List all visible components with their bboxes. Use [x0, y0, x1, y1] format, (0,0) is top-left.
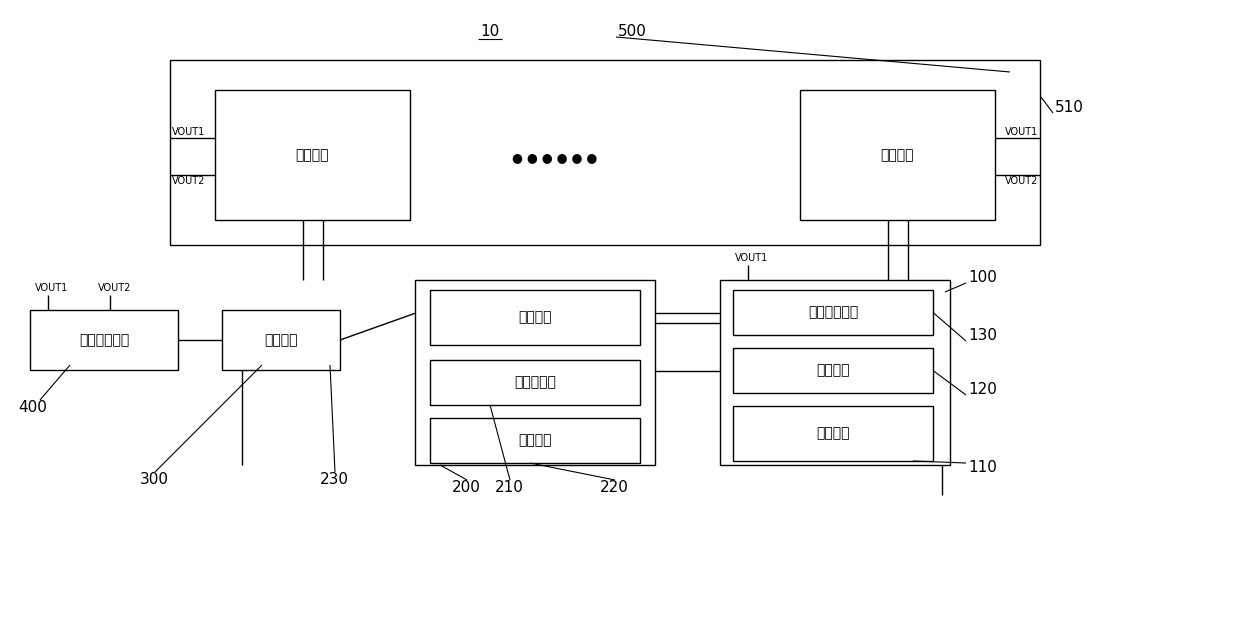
Text: VOUT1: VOUT1 [735, 253, 769, 263]
Text: VOUT2: VOUT2 [1004, 176, 1038, 186]
Bar [430, 418, 640, 463]
Bar [430, 360, 640, 405]
Text: 130: 130 [968, 329, 997, 343]
Text: 输出单元: 输出单元 [296, 148, 330, 162]
Text: 230: 230 [320, 473, 348, 487]
Text: 存储模块: 存储模块 [264, 333, 298, 347]
Text: 10: 10 [480, 24, 500, 40]
Bar [170, 60, 1040, 245]
Bar [430, 290, 640, 345]
Bar [733, 348, 932, 393]
Text: 亮度调节模块: 亮度调节模块 [79, 333, 129, 347]
Text: 120: 120 [968, 383, 997, 397]
Text: 300: 300 [140, 473, 169, 487]
Text: ● ● ● ● ● ●: ● ● ● ● ● ● [512, 152, 598, 165]
Text: 输出单元: 输出单元 [880, 148, 914, 162]
Text: 400: 400 [19, 401, 47, 415]
Text: 输入单元: 输入单元 [816, 427, 849, 440]
Bar [720, 280, 950, 465]
Bar [733, 290, 932, 335]
Text: 100: 100 [968, 271, 997, 286]
Bar [222, 310, 340, 370]
Text: 220: 220 [600, 481, 629, 496]
Text: VOUT1: VOUT1 [1004, 127, 1038, 137]
Text: 防浪涌单元: 防浪涌单元 [515, 376, 556, 389]
Text: 主控芯片: 主控芯片 [518, 310, 552, 325]
Bar [215, 90, 410, 220]
Text: 500: 500 [618, 24, 647, 40]
Text: 电源芯片: 电源芯片 [816, 363, 849, 378]
Text: 连接端子: 连接端子 [518, 433, 552, 448]
Text: 510: 510 [1055, 101, 1084, 116]
Text: 210: 210 [495, 481, 523, 496]
Text: 200: 200 [453, 481, 481, 496]
Bar [733, 406, 932, 461]
Text: VOUT2: VOUT2 [98, 283, 131, 293]
Text: VOUT1: VOUT1 [172, 127, 206, 137]
Text: 电压输出单元: 电压输出单元 [808, 306, 858, 319]
Bar [415, 280, 655, 465]
Bar [30, 310, 179, 370]
Text: VOUT2: VOUT2 [172, 176, 206, 186]
Bar [800, 90, 994, 220]
Text: 110: 110 [968, 461, 997, 476]
Text: VOUT1: VOUT1 [35, 283, 68, 293]
